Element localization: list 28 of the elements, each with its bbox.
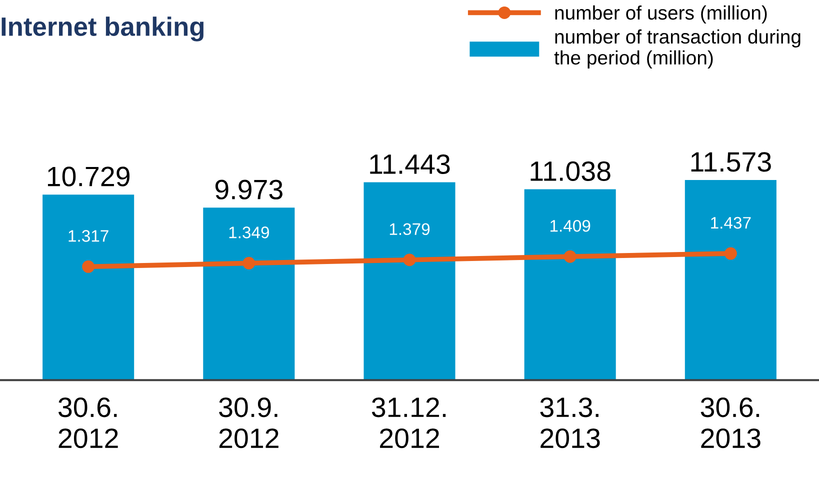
data-label: 9.973: [215, 180, 282, 200]
x-tick-label: 30.9. 2012: [219, 398, 278, 448]
legend-label: number of users (million): [555, 5, 767, 24]
chart-title: Internet banking: [2, 16, 204, 42]
data-label: 1.317: [68, 230, 108, 242]
data-label: 10.729: [48, 166, 130, 186]
data-label: 1.349: [229, 226, 269, 238]
bar: [203, 208, 295, 380]
data-label: 1.379: [390, 223, 430, 236]
bar: [524, 189, 616, 380]
data-label: 1.437: [711, 216, 751, 229]
point: [724, 247, 737, 260]
data-label: 1.409: [550, 220, 590, 232]
bar: [364, 182, 456, 380]
point: [82, 260, 95, 273]
data-label: 11.038: [530, 161, 610, 182]
point: [564, 250, 576, 263]
data-label: 11.443: [370, 154, 450, 174]
x-tick-label: 30.6. 2013: [700, 398, 760, 448]
x-tick-label: 31.3. 2013: [540, 398, 600, 448]
bar: [42, 194, 134, 380]
point: [403, 254, 416, 266]
data-label: 11.573: [691, 152, 771, 172]
bar: [684, 180, 776, 380]
x-tick-label: 30.6. 2012: [58, 398, 118, 448]
legend-label: number of transaction during the period (million): [554, 29, 800, 68]
x-tick-label: 31.12. 2012: [372, 398, 446, 448]
point: [242, 256, 256, 270]
